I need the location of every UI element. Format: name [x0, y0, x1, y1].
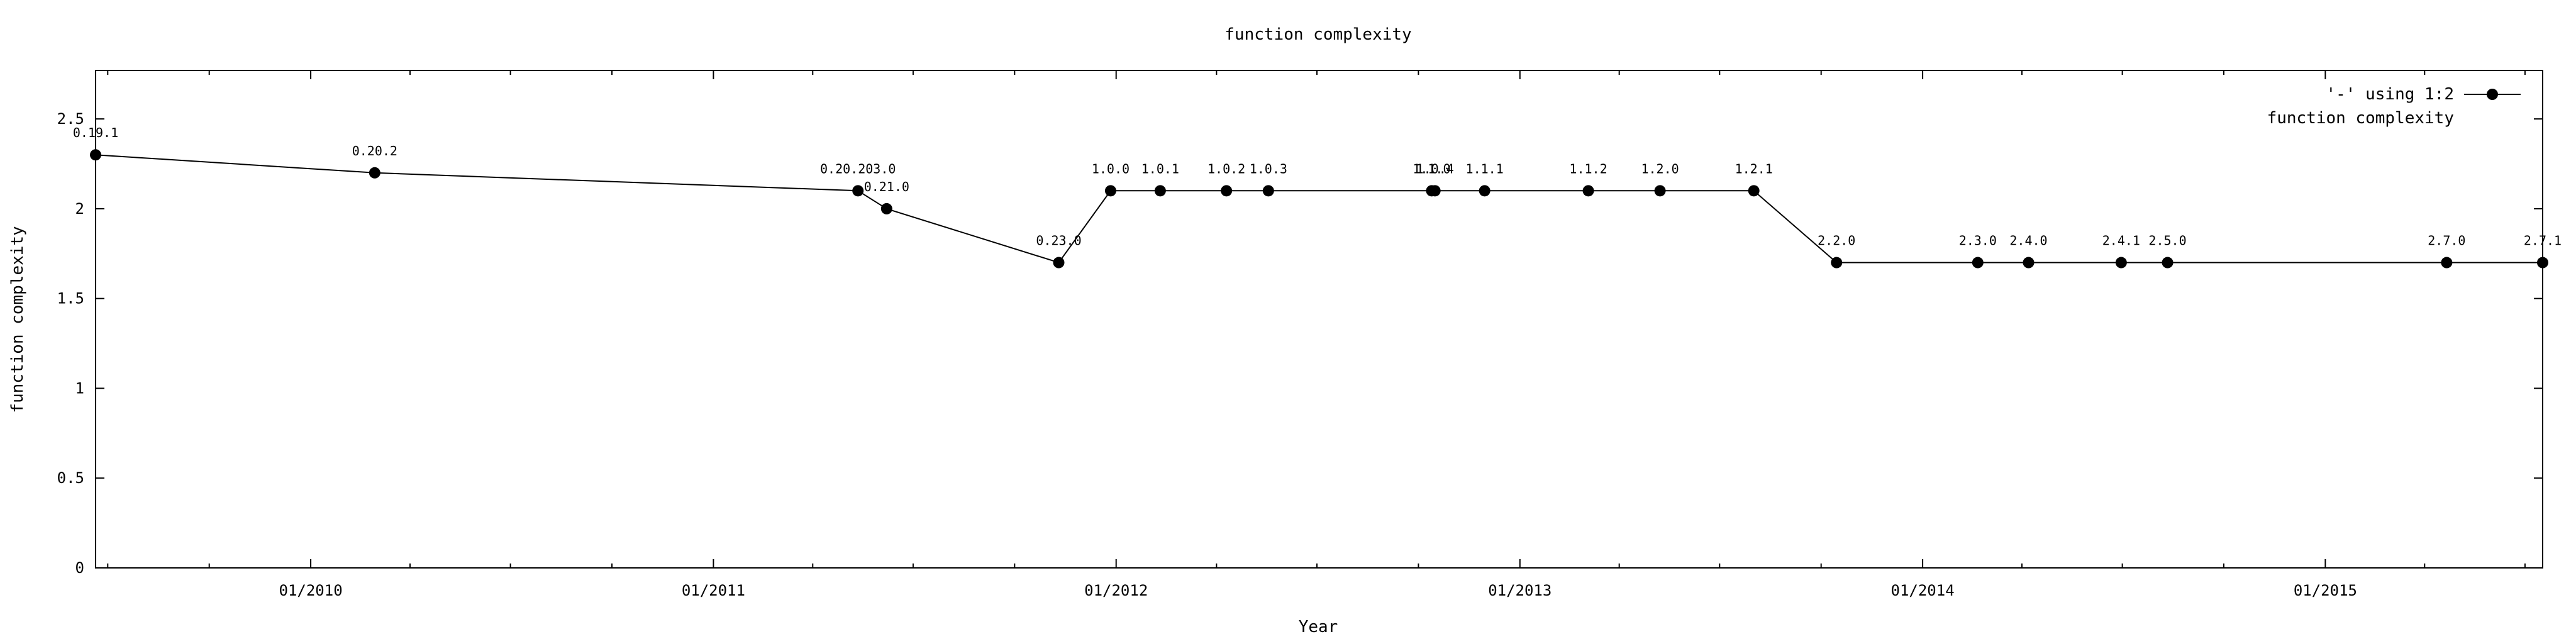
x-tick-label: 01/2010 — [279, 582, 343, 599]
point-label: 0.20.2 — [352, 143, 397, 158]
x-tick-label: 01/2014 — [1891, 582, 1955, 599]
data-point — [880, 203, 892, 214]
data-point — [1221, 185, 1233, 197]
data-point — [1262, 185, 1274, 197]
ticks: 0 0.5 1 1.5 2 2.5 01/2010 01/2011 01/2012 01/2013… — [57, 70, 2543, 599]
point-label: 1.1.2 — [1569, 161, 1607, 176]
data-point — [369, 167, 380, 179]
point-label: 2.4.1 — [2102, 233, 2140, 248]
y-tick-label: 2 — [75, 200, 84, 218]
point-label: 1.0.0 — [1092, 161, 1130, 176]
legend: '-' using 1:2 function complexity — [2267, 85, 2521, 128]
data-point — [2441, 257, 2453, 269]
point-label: 2.5.0 — [2148, 233, 2186, 248]
data-point — [1654, 185, 1666, 197]
point-label: 2.4.0 — [2009, 233, 2047, 248]
data-point — [1053, 257, 1065, 269]
y-tick-label: 1.5 — [57, 290, 84, 308]
y-tick-label: 1 — [75, 379, 84, 397]
point-label: 1.1.1 — [1466, 161, 1504, 176]
y-tick-label: 2.5 — [57, 110, 84, 128]
data-point — [2023, 257, 2035, 269]
data-point — [1582, 185, 1594, 197]
data-point — [2115, 257, 2127, 269]
x-axis-label: Year — [1299, 618, 1338, 636]
point-label: 2.7.0 — [2428, 233, 2465, 248]
plot-frame — [95, 70, 2543, 569]
point-label: 1.0.2 — [1208, 161, 1245, 176]
x-tick-label: 01/2013 — [1488, 582, 1552, 599]
point-label: 0.20.203.0 — [820, 161, 896, 176]
point-label: 1.1.0 — [1413, 161, 1450, 176]
data-point — [1748, 185, 1760, 197]
data-point — [1831, 257, 1843, 269]
data-point — [1479, 185, 1491, 197]
point-label: 1.0.4 — [1416, 161, 1454, 176]
chart-title: function complexity — [1224, 25, 1411, 44]
series-group: 0.19.10.20.20.20.203.00.21.00.23.01.0.0 1… — [73, 125, 2562, 269]
point-label: 1.2.0 — [1641, 161, 1679, 176]
x-tick-label: 01/2015 — [2294, 582, 2357, 599]
y-axis-label: function complexity — [8, 226, 27, 413]
x-tick-label: 01/2012 — [1084, 582, 1148, 599]
data-point — [1104, 185, 1116, 197]
y-tick-label: 0.5 — [57, 469, 84, 487]
point-label: 0.21.0 — [864, 179, 909, 194]
x-tick-label: 01/2011 — [682, 582, 745, 599]
data-point — [2162, 257, 2174, 269]
legend-entry-series: '-' using 1:2 — [2326, 85, 2455, 104]
legend-marker-sample — [2487, 89, 2498, 100]
data-point — [1429, 185, 1441, 197]
series-line — [95, 154, 2543, 264]
point-label: 1.0.3 — [1250, 161, 1287, 176]
data-point — [852, 185, 864, 197]
point-label: 2.3.0 — [1959, 233, 1997, 248]
point-label: 1.0.1 — [1141, 161, 1179, 176]
y-tick-label: 0 — [75, 559, 84, 577]
data-point — [1972, 257, 1984, 269]
data-point — [1154, 185, 1166, 197]
point-label: 0.23.0 — [1036, 233, 1081, 248]
point-label: 1.2.1 — [1735, 161, 1773, 176]
legend-entry-caption: function complexity — [2267, 109, 2454, 128]
point-label: 2.2.0 — [1818, 233, 1855, 248]
